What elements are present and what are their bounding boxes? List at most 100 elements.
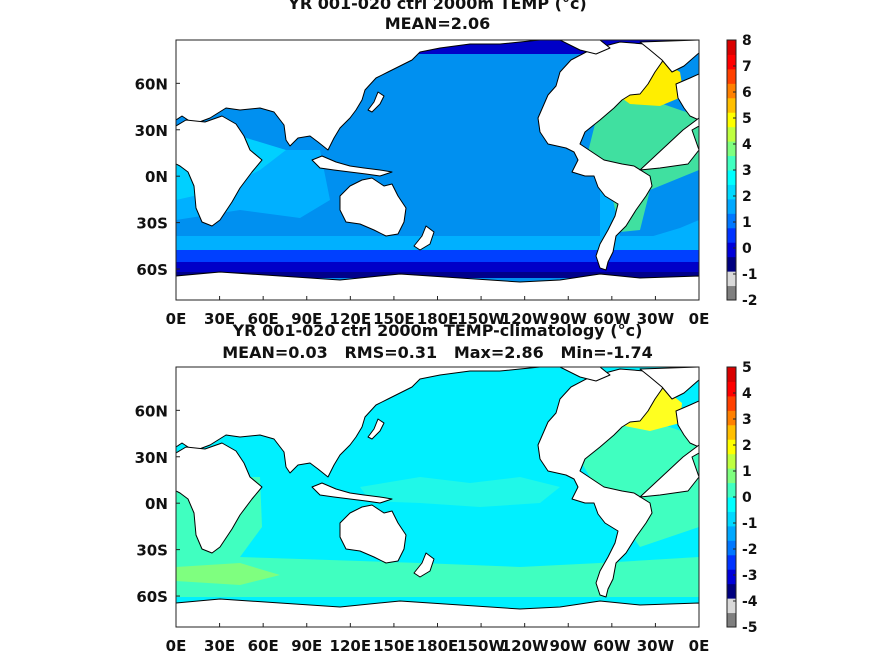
colorbar-tick-label: 2 <box>742 189 752 205</box>
x-tick-label: 90E <box>291 637 322 655</box>
x-tick-label: 90W <box>550 637 588 655</box>
colorbar-tick-label: -2 <box>742 293 758 309</box>
y-tick-label: 60N <box>135 402 168 420</box>
y-tick-label: 30S <box>136 542 168 560</box>
colorbar-tick-label: 1 <box>742 464 752 480</box>
x-tick-label: 150W <box>457 310 505 328</box>
colorbar-swatch <box>727 112 736 128</box>
top-chart-title: YR 001-020 ctrl 2000m TEMP (°c) <box>288 0 587 13</box>
colorbar-swatch <box>727 40 736 55</box>
x-tick-label: 120W <box>501 637 549 655</box>
colorbar-swatch <box>727 83 736 99</box>
x-tick-label: 120E <box>330 637 372 655</box>
colorbar-swatch <box>727 583 736 599</box>
land-africa_main <box>176 115 263 227</box>
colorbar-tick-label: -1 <box>742 267 758 283</box>
colorbar-swatch <box>727 227 736 243</box>
x-tick-label: 30E <box>204 637 235 655</box>
x-tick-label: 120E <box>330 310 372 328</box>
map-clip-group <box>176 40 699 300</box>
colorbar-tick-label: 2 <box>742 438 752 454</box>
colorbar-swatch <box>727 410 736 426</box>
colorbar-swatch <box>727 554 736 570</box>
land-australia <box>339 504 407 564</box>
colorbar-swatch <box>727 424 736 440</box>
colorbar-swatch <box>727 155 736 171</box>
colorbar-tick-label: 1 <box>742 215 752 231</box>
x-tick-label: 150E <box>373 637 415 655</box>
land-europe_west <box>675 73 699 121</box>
colorbar-tick-label: 6 <box>742 85 752 101</box>
x-tick-label: 60E <box>248 637 279 655</box>
colorbar-tick-label: 0 <box>742 241 752 257</box>
top-southern-band-2 <box>176 250 699 262</box>
land-indonesia <box>311 482 393 504</box>
land-indonesia <box>311 155 393 177</box>
land-americas <box>537 41 671 271</box>
colorbar-swatch <box>727 598 736 614</box>
colorbar-swatch <box>727 525 736 541</box>
x-tick-label: 150W <box>457 637 505 655</box>
colorbar-swatch <box>727 540 736 556</box>
colorbar-tick-label: 5 <box>742 111 752 127</box>
land-japan <box>367 91 385 113</box>
colorbar-swatch <box>727 141 736 157</box>
colorbar-swatch <box>727 497 736 512</box>
land-japan <box>367 418 385 440</box>
bottom-equatorial-field <box>360 477 560 507</box>
y-tick-label: 60S <box>136 588 168 606</box>
land-arctic_islands <box>559 367 611 382</box>
colorbar-swatch <box>727 395 736 411</box>
x-tick-label: 180E <box>417 310 459 328</box>
colorbar-swatch <box>727 271 736 287</box>
land-americas <box>537 368 671 598</box>
colorbar-tick-label: -5 <box>742 620 758 636</box>
x-tick-label: 60W <box>593 637 631 655</box>
x-tick-label: 30W <box>637 310 675 328</box>
colorbar-swatch <box>727 68 736 84</box>
land-arctic_islands <box>559 40 611 55</box>
colorbar-tick-label: 4 <box>742 386 752 402</box>
x-tick-label: 60E <box>248 310 279 328</box>
bottom-southern-warm-patch <box>176 563 280 585</box>
bottom-chart-title: YR 001-020 ctrl 2000m TEMP-climatology (… <box>232 321 643 340</box>
y-tick-label: 30N <box>135 122 168 140</box>
x-tick-label: 120W <box>501 310 549 328</box>
colorbar-tick-label: 3 <box>742 412 752 428</box>
colorbar-swatch <box>727 367 736 382</box>
map-field-group <box>176 40 699 300</box>
land-europe_west <box>675 400 699 448</box>
colorbar-tick-label: 3 <box>742 163 752 179</box>
colorbar-swatch <box>727 468 736 484</box>
land-africa <box>639 444 699 498</box>
colorbar-tick-label: 7 <box>742 59 752 75</box>
y-tick-label: 60S <box>136 261 168 279</box>
x-tick-label: 0E <box>166 310 187 328</box>
colorbar-tick-label: -1 <box>742 516 758 532</box>
y-tick-label: 30N <box>135 449 168 467</box>
colorbar-swatch <box>727 198 736 214</box>
colorbar-swatch <box>727 184 736 200</box>
colorbar-tick-label: -4 <box>742 594 758 610</box>
top-chart-subtitle: MEAN=2.06 <box>384 14 491 33</box>
x-tick-label: 90E <box>291 310 322 328</box>
colorbar-swatch <box>727 242 736 258</box>
colorbar-swatch <box>727 453 736 469</box>
land-nz <box>413 552 435 578</box>
x-tick-label: 180E <box>417 637 459 655</box>
x-tick-label: 0E <box>166 637 187 655</box>
colorbar-tick-label: -2 <box>742 542 758 558</box>
colorbar-swatch <box>727 54 736 70</box>
x-tick-label: 30E <box>204 310 235 328</box>
y-tick-label: 60N <box>135 75 168 93</box>
top-southern-band-3 <box>176 262 699 274</box>
land-africa_main <box>176 442 263 554</box>
colorbar-swatch <box>727 569 736 585</box>
map-clip-group <box>176 367 699 627</box>
land-antarctica <box>176 598 699 627</box>
top-southern-band-4 <box>176 272 699 278</box>
colorbar-tick-label: 0 <box>742 490 752 506</box>
